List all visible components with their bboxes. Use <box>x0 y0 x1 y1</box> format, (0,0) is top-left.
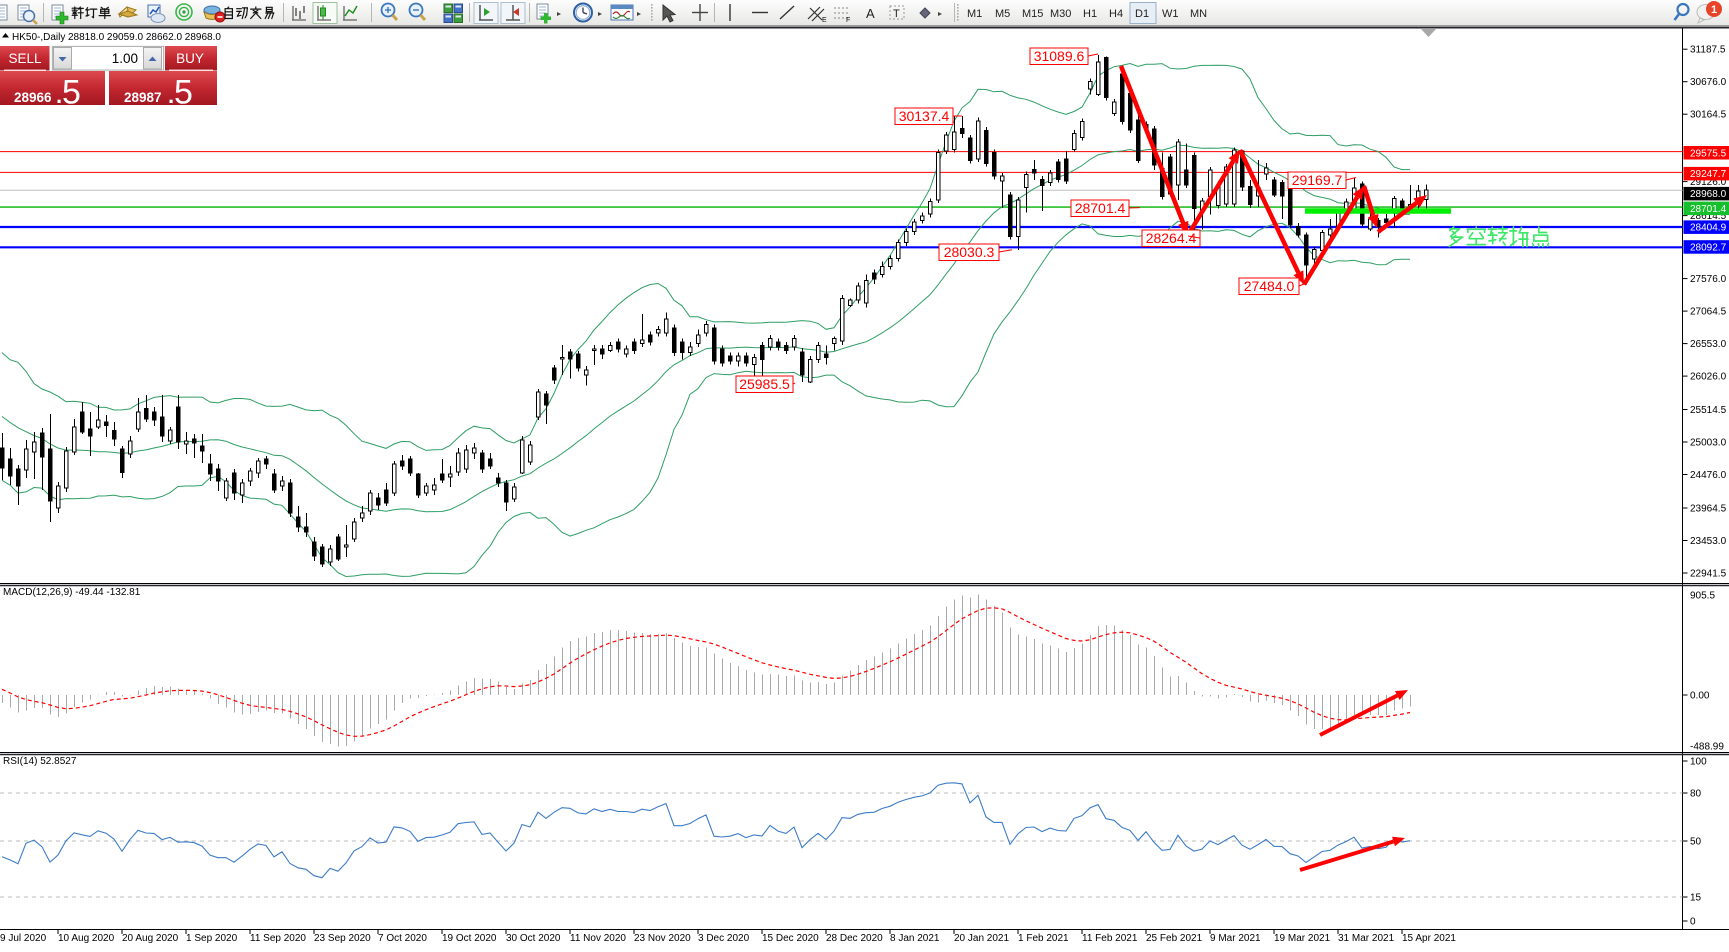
svg-text:100: 100 <box>1690 757 1707 768</box>
svg-text:10 Aug 2020: 10 Aug 2020 <box>58 933 115 944</box>
svg-text:23964.5: 23964.5 <box>1690 504 1727 515</box>
svg-text:8 Jan 2021: 8 Jan 2021 <box>890 933 940 944</box>
svg-text:26553.0: 26553.0 <box>1690 339 1727 350</box>
svg-text:A: A <box>866 6 875 21</box>
svg-text:31187.5: 31187.5 <box>1690 45 1726 56</box>
svg-text:15 Dec 2020: 15 Dec 2020 <box>762 933 819 944</box>
svg-text:D1: D1 <box>1135 8 1149 20</box>
svg-text:RSI(14) 52.8527: RSI(14) 52.8527 <box>3 756 77 767</box>
svg-text:1: 1 <box>1711 4 1717 16</box>
svg-text:28701.4: 28701.4 <box>1075 200 1126 216</box>
svg-text:30 Oct 2020: 30 Oct 2020 <box>506 933 561 944</box>
svg-text:905.5: 905.5 <box>1690 591 1715 602</box>
svg-text:25985.5: 25985.5 <box>739 376 790 392</box>
svg-text:1 Feb 2021: 1 Feb 2021 <box>1018 933 1069 944</box>
svg-text:28092.7: 28092.7 <box>1690 243 1727 254</box>
svg-text:11 Feb 2021: 11 Feb 2021 <box>1082 933 1138 944</box>
svg-text:19 Oct 2020: 19 Oct 2020 <box>442 933 497 944</box>
svg-text:28264.4: 28264.4 <box>1146 230 1197 246</box>
svg-text:3 Dec 2020: 3 Dec 2020 <box>698 933 750 944</box>
svg-text:1 Sep 2020: 1 Sep 2020 <box>186 933 238 944</box>
svg-text:5: 5 <box>174 74 193 112</box>
svg-text:7 Oct 2020: 7 Oct 2020 <box>378 933 427 944</box>
svg-text:29575.5: 29575.5 <box>1690 148 1727 159</box>
svg-text:E: E <box>822 17 827 24</box>
svg-text:0.00: 0.00 <box>1690 691 1710 702</box>
svg-text:29169.7: 29169.7 <box>1292 172 1343 188</box>
svg-text:0: 0 <box>1690 917 1696 928</box>
svg-text:29247.7: 29247.7 <box>1690 169 1727 180</box>
svg-text:HK50-,Daily: HK50-,Daily <box>12 32 65 43</box>
svg-text:H1: H1 <box>1083 8 1097 20</box>
svg-text:24476.0: 24476.0 <box>1690 470 1727 481</box>
svg-text:28966: 28966 <box>14 90 52 105</box>
svg-text:BUY: BUY <box>176 51 204 66</box>
svg-text:11 Nov 2020: 11 Nov 2020 <box>570 933 626 944</box>
svg-text:19 Mar 2021: 19 Mar 2021 <box>1274 933 1331 944</box>
svg-text:25 Feb 2021: 25 Feb 2021 <box>1146 933 1203 944</box>
svg-text:15 Apr 2021: 15 Apr 2021 <box>1402 933 1456 944</box>
svg-text:28030.3: 28030.3 <box>944 244 995 260</box>
svg-text:15: 15 <box>1690 893 1702 904</box>
svg-text:28987: 28987 <box>124 90 162 105</box>
svg-text:50: 50 <box>1690 837 1702 848</box>
svg-text:20 Jan 2021: 20 Jan 2021 <box>954 933 1009 944</box>
svg-text:9 Jul 2020: 9 Jul 2020 <box>0 933 47 944</box>
svg-text:F: F <box>846 17 850 24</box>
svg-text:5: 5 <box>62 74 81 112</box>
svg-text:T: T <box>893 8 900 20</box>
svg-text:23453.0: 23453.0 <box>1690 536 1727 547</box>
svg-text:26026.0: 26026.0 <box>1690 372 1727 383</box>
svg-text:23 Sep 2020: 23 Sep 2020 <box>314 933 371 944</box>
svg-text:M1: M1 <box>967 8 982 20</box>
svg-text:30676.0: 30676.0 <box>1690 77 1727 88</box>
svg-text:28 Dec 2020: 28 Dec 2020 <box>826 933 883 944</box>
svg-text:W1: W1 <box>1162 8 1179 20</box>
svg-text:30137.4: 30137.4 <box>899 108 950 124</box>
svg-text:28404.9: 28404.9 <box>1690 223 1727 234</box>
svg-text:H4: H4 <box>1109 8 1123 20</box>
svg-text:27576.0: 27576.0 <box>1690 274 1727 285</box>
svg-text:30164.5: 30164.5 <box>1690 110 1727 121</box>
svg-text:M30: M30 <box>1050 8 1071 20</box>
svg-text:22941.5: 22941.5 <box>1690 569 1727 580</box>
svg-text:20 Aug 2020: 20 Aug 2020 <box>122 933 179 944</box>
svg-text:31 Mar 2021: 31 Mar 2021 <box>1338 933 1395 944</box>
svg-text:31089.6: 31089.6 <box>1034 48 1085 64</box>
svg-text:SELL: SELL <box>8 51 42 66</box>
svg-text:MACD(12,26,9) -49.44 -132.81: MACD(12,26,9) -49.44 -132.81 <box>3 587 141 598</box>
svg-text:-488.99: -488.99 <box>1690 742 1724 753</box>
svg-text:11 Sep 2020: 11 Sep 2020 <box>250 933 306 944</box>
svg-text:23 Nov 2020: 23 Nov 2020 <box>634 933 691 944</box>
svg-text:25514.5: 25514.5 <box>1690 405 1727 416</box>
svg-text:M15: M15 <box>1022 8 1043 20</box>
svg-text:1.00: 1.00 <box>112 51 138 66</box>
svg-text:27484.0: 27484.0 <box>1244 278 1295 294</box>
svg-text:M5: M5 <box>995 8 1010 20</box>
svg-text:27064.5: 27064.5 <box>1690 307 1727 318</box>
svg-text:80: 80 <box>1690 789 1702 800</box>
svg-text:9 Mar 2021: 9 Mar 2021 <box>1210 933 1261 944</box>
svg-text:28701.4: 28701.4 <box>1690 204 1727 215</box>
svg-text:28968.0: 28968.0 <box>1690 189 1727 200</box>
svg-text:28818.0 29059.0 28662.0 28968.: 28818.0 29059.0 28662.0 28968.0 <box>68 32 221 43</box>
svg-text:MN: MN <box>1190 8 1207 20</box>
svg-text:25003.0: 25003.0 <box>1690 438 1727 449</box>
